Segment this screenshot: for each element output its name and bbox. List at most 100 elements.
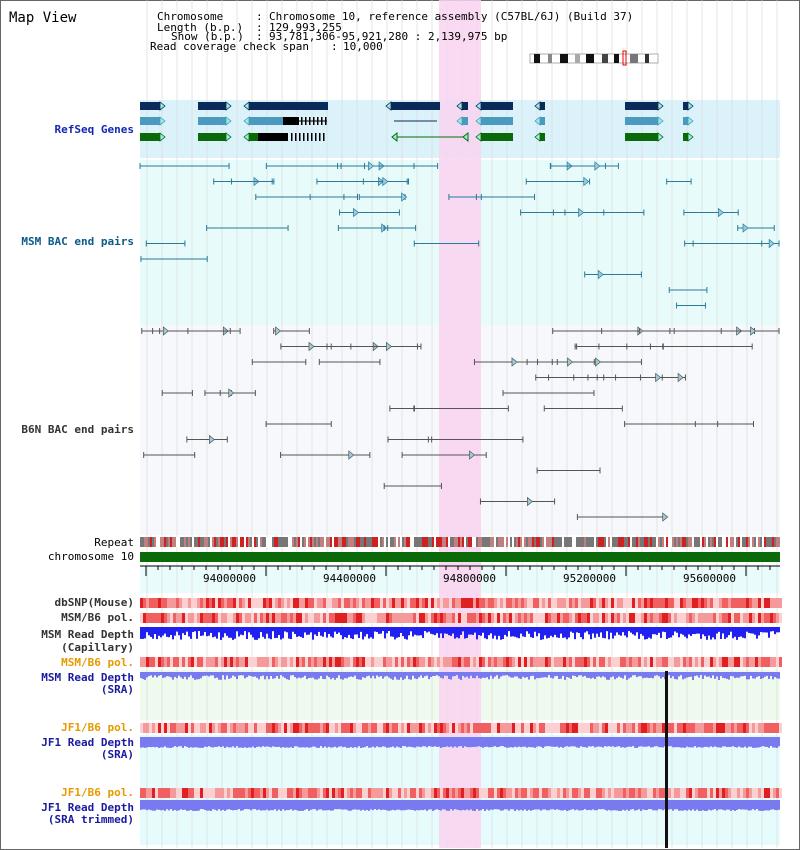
heat-bin: [719, 613, 722, 623]
heat-bin: [650, 613, 653, 623]
heat-bin: [596, 598, 599, 608]
heat-bin: [776, 723, 779, 733]
b6n-bac-track[interactable]: [141, 326, 780, 522]
jf1-depth-trim-label[interactable]: JF1 Read Depth: [41, 801, 134, 814]
heat-bin: [188, 788, 191, 798]
heat-bin: [449, 613, 452, 623]
depth-bin: [704, 737, 706, 747]
depth-bin: [234, 627, 236, 639]
heat-bin: [515, 723, 518, 733]
repeat-bin: [468, 537, 470, 547]
depth-bin: [300, 800, 302, 811]
depth-tracks[interactable]: [140, 627, 780, 848]
msm-b6-pol-label-1[interactable]: MSM/B6 pol.: [61, 611, 134, 624]
depth-bin: [262, 672, 264, 676]
repeat-bin: [208, 537, 210, 547]
depth-bin: [148, 737, 150, 747]
dbsnp-label[interactable]: dbSNP(Mouse): [54, 596, 134, 609]
heat-bin: [650, 723, 653, 733]
heat-bin: [692, 723, 695, 733]
jf1-depth-label[interactable]: JF1 Read Depth: [41, 736, 134, 749]
heat-bin: [476, 788, 479, 798]
heat-bin: [731, 657, 734, 667]
heat-bin: [314, 613, 317, 623]
repeat-bin: [144, 537, 146, 547]
heat-bin: [632, 788, 635, 798]
chromosome-ideogram[interactable]: [529, 50, 659, 66]
heat-bin: [284, 598, 287, 608]
depth-bin: [612, 800, 614, 811]
heat-bin: [191, 598, 194, 608]
heat-bin: [494, 613, 497, 623]
depth-bin: [246, 737, 248, 748]
jf1-b6-pol-label-2[interactable]: JF1/B6 pol.: [61, 786, 134, 799]
repeat-bin: [404, 537, 406, 547]
jf1-b6-pol-label-1[interactable]: JF1/B6 pol.: [61, 721, 134, 734]
heat-bin: [149, 657, 152, 667]
depth-bin: [556, 800, 558, 810]
depth-bin: [228, 800, 230, 810]
depth-bin: [158, 800, 160, 810]
depth-bin: [218, 737, 220, 747]
depth-bin: [362, 737, 364, 748]
jf1-depth-sublabel: (SRA): [100, 748, 134, 761]
depth-bin: [404, 737, 406, 747]
heat-bin: [602, 598, 605, 608]
depth-bin: [568, 737, 570, 747]
chromosome-bar[interactable]: [140, 552, 780, 562]
heat-tracks[interactable]: [140, 598, 782, 798]
depth-bin: [140, 800, 142, 810]
depth-bin: [502, 672, 504, 676]
heat-bin: [764, 788, 767, 798]
repeat-bin: [494, 537, 496, 547]
heat-bin: [689, 657, 692, 667]
heat-bin: [359, 613, 362, 623]
heat-bin: [293, 613, 296, 623]
heat-bin: [446, 657, 449, 667]
msm-bac-track[interactable]: [139, 161, 780, 309]
depth-bin: [284, 737, 286, 748]
heat-bin: [404, 788, 407, 798]
heat-bin: [704, 723, 707, 733]
heat-bin: [434, 657, 437, 667]
depth-bin: [382, 800, 384, 810]
msm-b6-pol-label-2[interactable]: MSM/B6 pol.: [61, 656, 134, 669]
depth-bin: [228, 672, 230, 679]
heat-bin: [671, 613, 674, 623]
msm-depth-sra-label[interactable]: MSM Read Depth: [41, 671, 134, 684]
depth-bin: [446, 672, 448, 676]
repeat-track[interactable]: [140, 537, 780, 547]
depth-bin: [762, 627, 764, 633]
msm-bac-label[interactable]: MSM BAC end pairs: [21, 235, 134, 248]
depth-bin: [478, 737, 480, 747]
depth-bin: [246, 627, 248, 639]
repeat-bin: [554, 537, 556, 547]
heat-bin: [335, 657, 338, 667]
heat-bin: [350, 613, 353, 623]
repeat-bin: [216, 537, 218, 547]
repeat-label: Repeat: [94, 536, 134, 549]
bac-arrow: [162, 326, 169, 336]
repeat-bin: [440, 537, 442, 547]
depth-bin: [712, 672, 714, 676]
refseq-genes-track[interactable]: [140, 101, 694, 143]
heat-bin: [473, 598, 476, 608]
heat-bin: [632, 613, 635, 623]
msm-depth-cap-label[interactable]: MSM Read Depth: [41, 628, 134, 641]
depth-bin: [504, 672, 506, 676]
heat-bin: [407, 613, 410, 623]
heat-bin: [197, 657, 200, 667]
refseq-genes-label[interactable]: RefSeq Genes: [54, 123, 134, 136]
depth-bin: [584, 737, 586, 748]
heat-bin: [713, 657, 716, 667]
b6n-bac-label[interactable]: B6N BAC end pairs: [21, 423, 134, 436]
repeat-bin: [342, 537, 344, 547]
depth-bin: [252, 737, 254, 747]
depth-bin: [398, 800, 400, 810]
depth-bin: [628, 627, 630, 632]
heat-bin: [644, 788, 647, 798]
heat-bin: [500, 788, 503, 798]
highlight-region[interactable]: [439, 0, 481, 848]
depth-bin: [188, 800, 190, 811]
depth-bin: [398, 672, 400, 680]
